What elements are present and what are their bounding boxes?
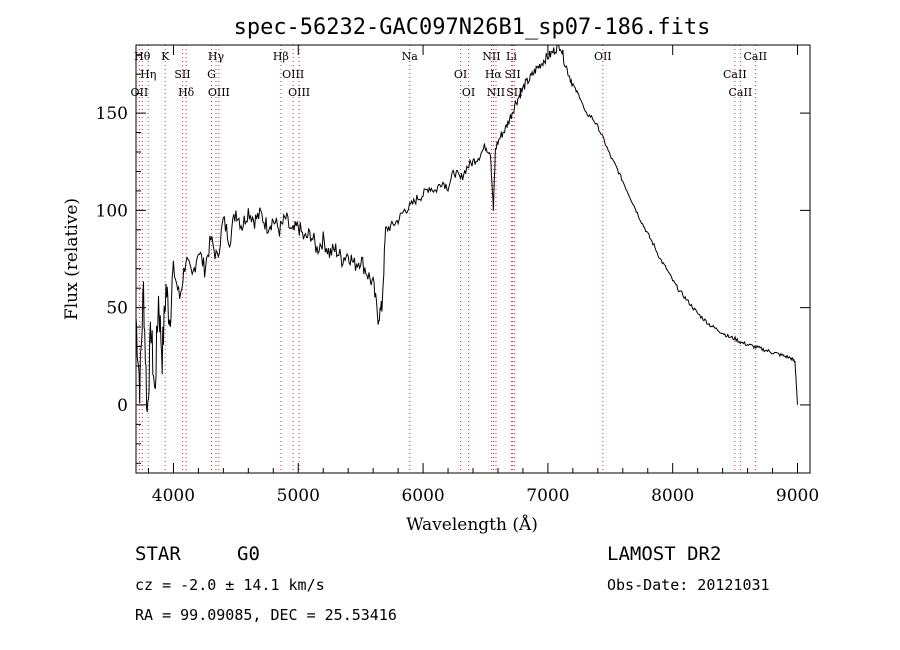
line-marker-label: OI (454, 68, 467, 81)
line-marker-label: OI (462, 86, 475, 99)
line-marker-label: K (161, 50, 170, 63)
line-marker-label: Hα (485, 68, 503, 81)
y-tick-label: 100 (96, 201, 128, 221)
line-marker-label: Hγ (208, 50, 225, 63)
line-marker-label: NII (487, 86, 505, 99)
y-tick-label: 0 (117, 396, 128, 416)
obs-date: Obs-Date: 20121031 (607, 576, 770, 594)
line-marker-label: SII (506, 86, 522, 99)
y-tick-label: 50 (106, 299, 128, 319)
line-marker-label: OII (131, 86, 149, 99)
line-marker-label: Na (402, 50, 419, 63)
line-marker-label: Hδ (178, 86, 195, 99)
subclass: G0 (237, 543, 260, 565)
line-marker-label: Li (506, 50, 517, 63)
x-axis-label: Wavelength (Å) (406, 514, 538, 535)
line-marker-label: NII (482, 50, 500, 63)
survey-name: LAMOST DR2 (607, 543, 721, 565)
spectral-line-labels: Hθ Hη OII K SII Hδ Hγ G OIII Hβ OIII OIII Na OI OI NII H… (131, 50, 768, 99)
line-marker-label: Hη (140, 68, 156, 81)
line-marker-label: SII (504, 68, 520, 81)
x-tick-label: 5000 (277, 486, 320, 506)
spectral-line-markers (138, 45, 756, 473)
line-marker-label: Hβ (273, 50, 289, 63)
line-marker-label: OIII (208, 86, 230, 99)
line-marker-label: SII (174, 68, 190, 81)
y-axis-label: Flux (relative) (62, 198, 82, 320)
chart-title: spec-56232-GAC097N26B1_sp07-186.fits (234, 15, 711, 40)
line-marker-label: CaII (729, 86, 753, 99)
line-marker-label: OIII (282, 68, 304, 81)
x-axis-ticks: 4000 5000 6000 7000 8000 9000 (147, 45, 819, 506)
y-tick-label: 150 (96, 104, 128, 124)
object-class: STAR (135, 543, 181, 565)
line-marker-label: CaII (723, 68, 747, 81)
line-marker-label: OII (594, 50, 612, 63)
y-axis-ticks: 0 50 100 150 (96, 54, 810, 464)
spectrum-series-line (135, 44, 798, 413)
redshift-cz: cz = -2.0 ± 14.1 km/s (135, 576, 325, 594)
x-tick-label: 9000 (776, 486, 819, 506)
x-tick-label: 4000 (152, 486, 195, 506)
x-tick-label: 6000 (401, 486, 444, 506)
plot-frame (135, 44, 811, 474)
line-marker-label: CaII (743, 50, 767, 63)
coordinates: RA = 99.09085, DEC = 25.53416 (135, 606, 397, 624)
line-marker-label: Hθ (134, 50, 151, 63)
line-marker-label: G (207, 68, 216, 81)
line-marker-label: OIII (288, 86, 310, 99)
x-tick-label: 7000 (526, 486, 569, 506)
x-tick-label: 8000 (651, 486, 694, 506)
